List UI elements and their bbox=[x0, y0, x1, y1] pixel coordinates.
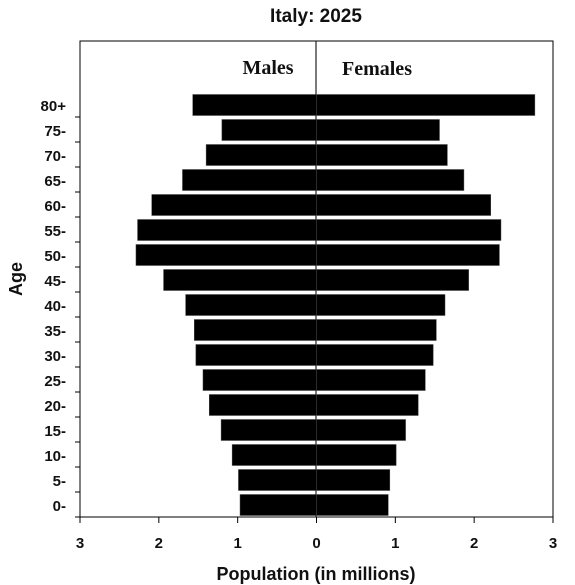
y-tick-label-0: 0- bbox=[53, 498, 66, 515]
x-tick-label-1: 2 bbox=[155, 535, 163, 552]
bar-female-40 bbox=[316, 294, 446, 316]
x-tick-label-5: 2 bbox=[470, 535, 478, 552]
bar-male-20 bbox=[209, 394, 317, 416]
x-tick-label-3: 0 bbox=[312, 535, 320, 552]
bar-male-15 bbox=[220, 419, 317, 441]
bar-male-65 bbox=[182, 169, 317, 191]
bar-female-70 bbox=[316, 144, 448, 166]
x-tick-label-0: 3 bbox=[76, 535, 84, 552]
bar-female-30 bbox=[316, 344, 434, 366]
y-axis-ticks: 0- 5- 10- 15- 20- 25- 30- 35- 40- 45- 50- 55- 60- 65-… bbox=[41, 98, 80, 518]
bar-female-15 bbox=[316, 419, 406, 441]
bar-female-20 bbox=[316, 394, 419, 416]
y-tick-label-60: 60- bbox=[44, 198, 66, 215]
bar-female-0 bbox=[316, 494, 389, 516]
bar-female-50 bbox=[316, 244, 500, 266]
chart-title: Italy: 2025 bbox=[270, 6, 362, 27]
bar-female-25 bbox=[316, 369, 426, 391]
bar-male-60 bbox=[151, 194, 317, 216]
y-tick-label-5: 5- bbox=[53, 473, 66, 490]
y-tick-label-45: 45- bbox=[44, 273, 66, 290]
bar-female-5 bbox=[316, 469, 391, 491]
bar-female-75 bbox=[316, 119, 440, 141]
bar-male-25 bbox=[202, 369, 317, 391]
y-tick-label-55: 55- bbox=[44, 223, 66, 240]
y-tick-label-65: 65- bbox=[44, 173, 66, 190]
y-tick-label-25: 25- bbox=[44, 373, 66, 390]
bar-male-80+ bbox=[192, 94, 317, 116]
bar-female-65 bbox=[316, 169, 465, 191]
y-tick-label-10: 10- bbox=[44, 448, 66, 465]
y-tick-label-30: 30- bbox=[44, 348, 66, 365]
bar-male-55 bbox=[137, 219, 317, 241]
y-tick-label-15: 15- bbox=[44, 423, 66, 440]
male-bars bbox=[135, 94, 317, 516]
bar-male-50 bbox=[135, 244, 317, 266]
bar-male-35 bbox=[194, 319, 317, 341]
bar-male-30 bbox=[195, 344, 317, 366]
x-axis-label: Population (in millions) bbox=[217, 564, 416, 584]
y-tick-label-40: 40- bbox=[44, 298, 66, 315]
bar-male-40 bbox=[185, 294, 317, 316]
y-axis-label: Age bbox=[6, 262, 26, 296]
x-tick-label-2: 1 bbox=[233, 535, 241, 552]
bar-male-45 bbox=[163, 269, 317, 291]
bar-female-45 bbox=[316, 269, 469, 291]
bar-female-35 bbox=[316, 319, 437, 341]
y-tick-label-75: 75- bbox=[44, 123, 66, 140]
bar-female-60 bbox=[316, 194, 491, 216]
x-tick-label-6: 3 bbox=[549, 535, 557, 552]
y-tick-label-20: 20- bbox=[44, 398, 66, 415]
female-bars bbox=[316, 94, 536, 516]
x-tick-label-4: 1 bbox=[391, 535, 399, 552]
y-tick-label-50: 50- bbox=[44, 248, 66, 265]
bar-male-10 bbox=[231, 444, 317, 466]
y-tick-label-80+: 80+ bbox=[41, 98, 67, 115]
x-axis-ticks: 3 2 1 0 1 2 3 bbox=[76, 517, 557, 552]
y-tick-label-35: 35- bbox=[44, 323, 66, 340]
series-label-females: Females bbox=[342, 58, 412, 80]
bar-female-10 bbox=[316, 444, 397, 466]
bar-male-0 bbox=[239, 494, 317, 516]
bar-female-55 bbox=[316, 219, 502, 241]
bar-male-70 bbox=[205, 144, 317, 166]
bar-male-75 bbox=[221, 119, 317, 141]
bar-male-5 bbox=[238, 469, 317, 491]
y-tick-label-70: 70- bbox=[44, 148, 66, 165]
bar-female-80+ bbox=[316, 94, 536, 116]
series-label-males: Males bbox=[242, 57, 293, 79]
